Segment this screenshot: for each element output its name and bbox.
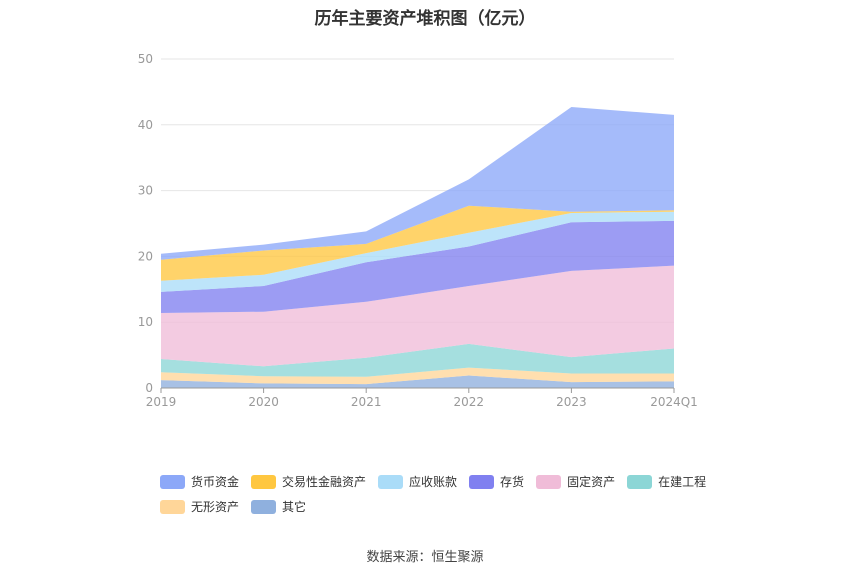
axes: 0 10 20 30 40 50 2019 2020 2021 2022 2023 2024Q1	[138, 52, 698, 409]
area-series-4	[161, 220, 674, 313]
area-series-6	[161, 205, 674, 281]
legend-swatch	[469, 474, 495, 489]
legend-label: 在建工程	[658, 475, 707, 489]
legend-swatch	[378, 474, 404, 489]
legend-label: 存货	[500, 475, 525, 489]
area-series-0	[161, 375, 674, 388]
legend-item[interactable]: 存货	[469, 473, 524, 490]
y-tick-label: 40	[138, 118, 153, 132]
stacked-area-chart: 0 10 20 30 40 50 2019 2020 2021 2022 2023 2024Q1	[138, 52, 698, 409]
area-series-7	[161, 107, 674, 260]
x-tick-label: 2024Q1	[650, 395, 698, 409]
legend-label: 交易性金融资产	[282, 475, 367, 489]
legend-item[interactable]: 货币资金	[160, 473, 239, 490]
x-tick-label: 2023	[556, 395, 587, 409]
area-series-group	[161, 107, 674, 388]
legend-item[interactable]: 应收账款	[378, 473, 457, 490]
legend-swatch	[251, 499, 277, 514]
area-series-3	[161, 265, 674, 367]
data-source: 数据来源：恒生聚源	[366, 550, 484, 565]
y-tick-label: 0	[145, 381, 153, 395]
legend-item[interactable]: 无形资产	[160, 498, 239, 515]
legend-label: 应收账款	[409, 475, 458, 489]
y-tick-label: 10	[138, 315, 153, 329]
legend: 货币资金 交易性金融资产 应收账款 存货 固定资产 在建工程无形资产 其它	[160, 473, 720, 523]
legend-label: 其它	[282, 500, 307, 514]
legend-swatch	[536, 474, 562, 489]
legend-item[interactable]: 其它	[251, 498, 306, 515]
y-tick-label: 30	[138, 184, 153, 198]
area-series-1	[161, 367, 674, 385]
legend-label: 货币资金	[191, 475, 240, 489]
legend-swatch	[160, 474, 185, 489]
legend-item[interactable]: 在建工程	[627, 473, 706, 490]
legend-swatch	[627, 474, 653, 489]
x-tick-label: 2022	[454, 395, 485, 409]
y-tick-label: 20	[138, 249, 153, 263]
x-tick-label: 2021	[351, 395, 382, 409]
legend-item[interactable]: 固定资产	[536, 473, 615, 490]
legend-label: 无形资产	[191, 500, 240, 514]
x-tick-label: 2020	[248, 395, 279, 409]
chart-title: 历年主要资产堆积图（亿元）	[314, 9, 536, 29]
y-tick-label: 50	[138, 52, 153, 66]
legend-item[interactable]: 交易性金融资产	[251, 473, 366, 490]
area-series-5	[161, 211, 674, 292]
area-series-2	[161, 343, 674, 377]
legend-swatch	[160, 499, 185, 514]
legend-label: 固定资产	[567, 475, 616, 489]
legend-swatch	[251, 474, 277, 489]
x-tick-label: 2019	[146, 395, 177, 409]
